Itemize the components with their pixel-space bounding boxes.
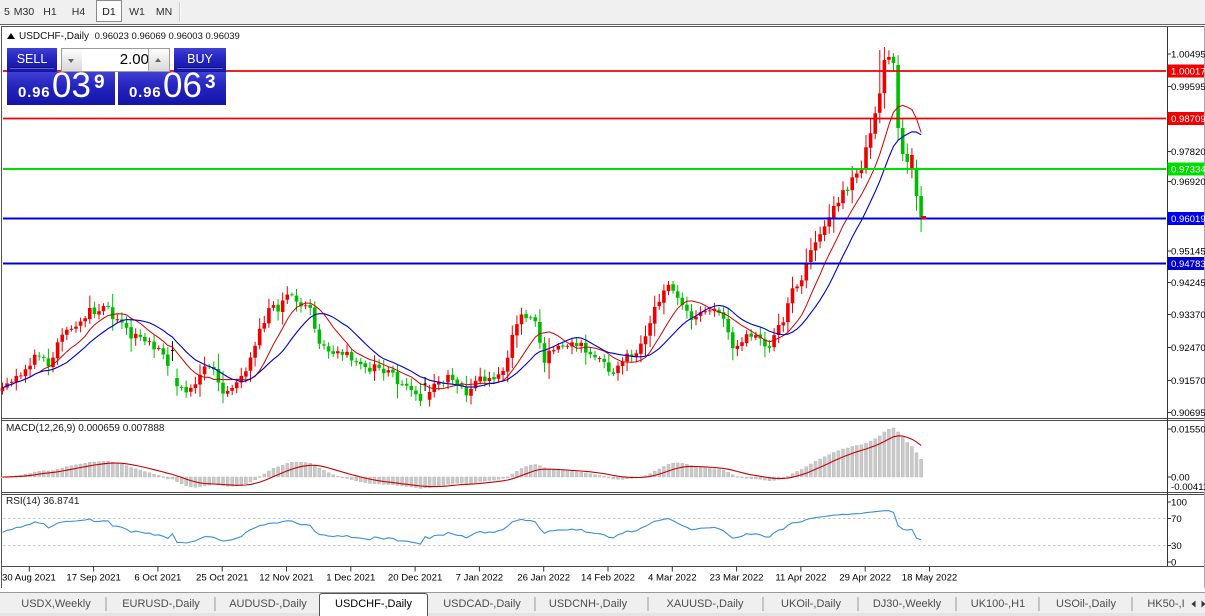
svg-text:0.97820: 0.97820 <box>1171 147 1205 158</box>
svg-text:1.00495: 1.00495 <box>1171 50 1205 61</box>
svg-text:30 Aug 2021: 30 Aug 2021 <box>2 573 56 584</box>
svg-text:XAUUSD-,Daily: XAUUSD-,Daily <box>666 598 744 610</box>
svg-text:0: 0 <box>1171 558 1176 569</box>
svg-text:6 Oct 2021: 6 Oct 2021 <box>134 573 181 584</box>
svg-text:0.95145: 0.95145 <box>1171 247 1205 258</box>
svg-text:-0.00411: -0.00411 <box>1171 482 1205 493</box>
svg-text:USDCHF-,Daily: USDCHF-,Daily <box>335 598 413 610</box>
svg-text:20 Dec 2021: 20 Dec 2021 <box>388 573 442 584</box>
svg-text:UK100-,H1: UK100-,H1 <box>971 598 1025 610</box>
svg-text:23 Mar 2022: 23 Mar 2022 <box>710 573 764 584</box>
svg-text:USDX,Weekly: USDX,Weekly <box>21 598 91 610</box>
svg-text:UKOil-,Daily: UKOil-,Daily <box>781 598 841 610</box>
svg-text:11 Apr 2022: 11 Apr 2022 <box>775 573 826 584</box>
svg-text:AUDUSD-,Daily: AUDUSD-,Daily <box>229 598 307 610</box>
svg-text:0.97334: 0.97334 <box>1171 165 1205 176</box>
svg-text:0.93370: 0.93370 <box>1171 310 1205 321</box>
svg-text:70: 70 <box>1171 514 1182 525</box>
svg-text:29 Apr 2022: 29 Apr 2022 <box>839 573 891 584</box>
svg-text:18 May 2022: 18 May 2022 <box>902 573 957 584</box>
svg-text:M30: M30 <box>14 6 35 18</box>
svg-text:0.99595: 0.99595 <box>1171 82 1205 93</box>
svg-text:0.00: 0.00 <box>1171 473 1190 484</box>
svg-text:5: 5 <box>4 6 10 18</box>
svg-text:W1: W1 <box>129 6 145 18</box>
svg-text:EURUSD-,Daily: EURUSD-,Daily <box>122 598 200 610</box>
svg-text:0.91570: 0.91570 <box>1171 376 1205 387</box>
svg-text:0.90695: 0.90695 <box>1171 408 1205 419</box>
svg-text:0.015504: 0.015504 <box>1171 425 1205 436</box>
svg-text:0.92470: 0.92470 <box>1171 343 1205 354</box>
svg-text:USDCAD-,Daily: USDCAD-,Daily <box>443 598 521 610</box>
svg-text:1.00017: 1.00017 <box>1171 67 1205 78</box>
svg-text:0.96920: 0.96920 <box>1171 177 1205 188</box>
svg-text:MACD(12,26,9) 0.000659 0.00788: MACD(12,26,9) 0.000659 0.007888 <box>6 423 165 434</box>
svg-text:100: 100 <box>1171 498 1187 509</box>
svg-text:0.94783: 0.94783 <box>1171 259 1205 270</box>
svg-text:4 Mar 2022: 4 Mar 2022 <box>648 573 697 584</box>
svg-text:HK50-,I: HK50-,I <box>1147 598 1184 610</box>
svg-text:30: 30 <box>1171 541 1182 552</box>
svg-text:H1: H1 <box>43 6 57 18</box>
svg-text:D1: D1 <box>102 6 116 18</box>
svg-text:USDCNH-,Daily: USDCNH-,Daily <box>549 598 628 610</box>
svg-text:RSI(14) 36.8741: RSI(14) 36.8741 <box>6 496 80 507</box>
svg-text:USOil-,Daily: USOil-,Daily <box>1056 598 1116 610</box>
svg-text:0.94245: 0.94245 <box>1171 278 1205 289</box>
svg-text:0.96019: 0.96019 <box>1171 214 1205 225</box>
svg-text:0.98709: 0.98709 <box>1171 114 1205 125</box>
svg-text:H4: H4 <box>72 6 86 18</box>
svg-text:17 Sep 2021: 17 Sep 2021 <box>66 573 120 584</box>
svg-text:14 Feb 2022: 14 Feb 2022 <box>581 573 635 584</box>
svg-text:12 Nov 2021: 12 Nov 2021 <box>259 573 313 584</box>
svg-text:MN: MN <box>156 6 172 18</box>
svg-text:7 Jan 2022: 7 Jan 2022 <box>456 573 503 584</box>
svg-text:25 Oct 2021: 25 Oct 2021 <box>196 573 248 584</box>
svg-text:26 Jan 2022: 26 Jan 2022 <box>517 573 570 584</box>
svg-text:DJ30-,Weekly: DJ30-,Weekly <box>873 598 942 610</box>
svg-text:1 Dec 2021: 1 Dec 2021 <box>326 573 375 584</box>
